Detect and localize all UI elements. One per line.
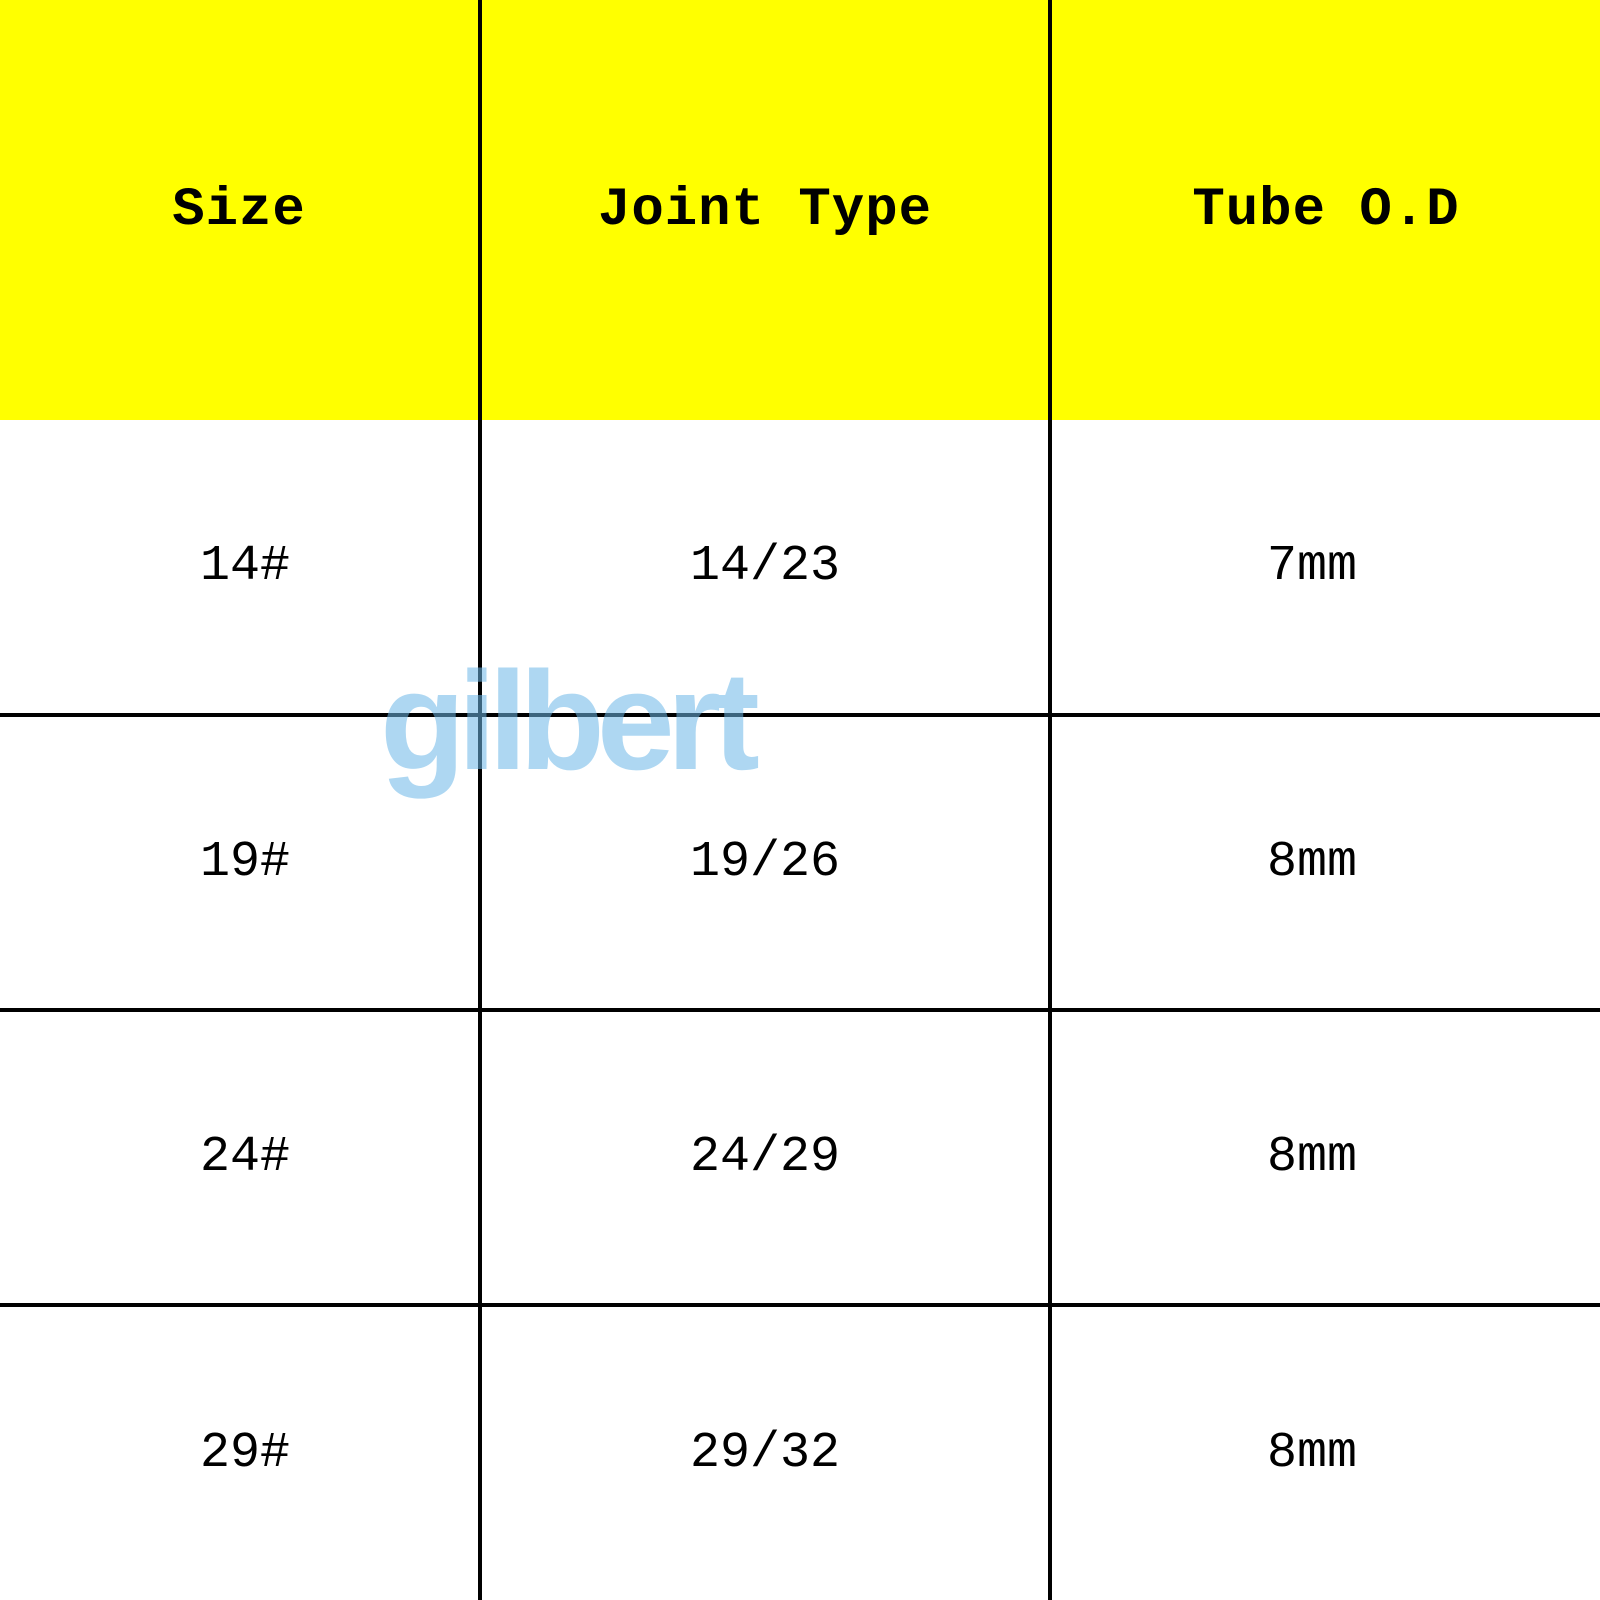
header-tube-od: Tube O.D bbox=[1050, 0, 1600, 420]
cell-tube: 8mm bbox=[1050, 715, 1600, 1010]
header-joint-type: Joint Type bbox=[480, 0, 1050, 420]
cell-joint: 14/23 bbox=[480, 420, 1050, 715]
cell-size: 29# bbox=[0, 1305, 480, 1600]
header-size: Size bbox=[0, 0, 480, 420]
table-row: 24# 24/29 8mm bbox=[0, 1010, 1600, 1305]
table-row: 29# 29/32 8mm bbox=[0, 1305, 1600, 1600]
table-row: 19# 19/26 8mm bbox=[0, 715, 1600, 1010]
cell-joint: 29/32 bbox=[480, 1305, 1050, 1600]
size-table-container: Size Joint Type Tube O.D 14# 14/23 7mm 1… bbox=[0, 0, 1600, 1600]
cell-joint: 24/29 bbox=[480, 1010, 1050, 1305]
cell-tube: 8mm bbox=[1050, 1010, 1600, 1305]
cell-size: 19# bbox=[0, 715, 480, 1010]
table-row: 14# 14/23 7mm bbox=[0, 420, 1600, 715]
cell-tube: 7mm bbox=[1050, 420, 1600, 715]
table-header-row: Size Joint Type Tube O.D bbox=[0, 0, 1600, 420]
cell-joint: 19/26 bbox=[480, 715, 1050, 1010]
cell-size: 14# bbox=[0, 420, 480, 715]
size-table: Size Joint Type Tube O.D 14# 14/23 7mm 1… bbox=[0, 0, 1600, 1600]
cell-size: 24# bbox=[0, 1010, 480, 1305]
cell-tube: 8mm bbox=[1050, 1305, 1600, 1600]
